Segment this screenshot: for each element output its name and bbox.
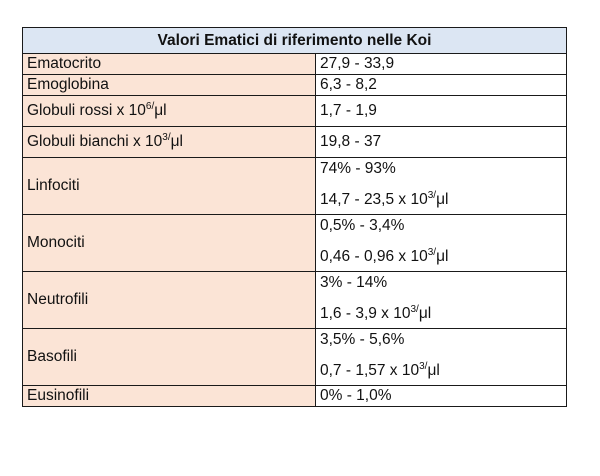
parameter-value: 3% - 14% 1,6 - 3,9 x 103/μl [314,271,568,329]
parameter-name: Ematocrito [22,53,316,75]
percent-range: 3% - 14% [320,274,388,291]
table-title: Valori Ematici di riferimento nelle Koi [21,27,568,54]
table-row-ematocrito: Ematocrito 27,9 - 33,9 [22,53,568,75]
unit-text: μl [170,133,183,150]
parameter-name: Eusinofili [22,385,316,407]
percent-range: 0,5% - 3,4% [320,217,405,234]
parameter-value: 0% - 1,0% [314,385,568,407]
table-row-eusinofili: Eusinofili 0% - 1,0% [22,385,568,407]
parameter-value: 6,3 - 8,2 [314,74,568,96]
percent-range: 74% - 93% [320,160,396,177]
table-row-monociti: Monociti 0,5% - 3,4% 0,46 - 0,96 x 103/μ… [22,214,568,272]
parameter-value: 3,5% - 5,6% 0,7 - 1,57 x 103/μl [314,328,568,386]
parameter-name: Monociti [22,214,316,272]
unit-text: μl [154,102,167,119]
parameter-name: Neutrofili [22,271,316,329]
exponent: 6/ [145,101,155,112]
percent-range: 3,5% - 5,6% [320,331,405,348]
parameter-name: Globuli rossi x 106/μl [22,95,316,127]
parameter-value: 27,9 - 33,9 [314,53,568,75]
absolute-range: 0,7 - 1,57 x 103/μl [320,361,440,380]
table-row-globuli-bianchi: Globuli bianchi x 103/μl 19,8 - 37 [22,126,568,158]
name-text: Globuli bianchi x 10 [27,133,163,150]
table-row-globuli-rossi: Globuli rossi x 106/μl 1,7 - 1,9 [22,95,568,127]
parameter-value: 0,5% - 3,4% 0,46 - 0,96 x 103/μl [314,214,568,272]
parameter-value: 74% - 93% 14,7 - 23,5 x 103/μl [314,157,568,215]
table-header-row: Valori Ematici di riferimento nelle Koi [21,27,568,54]
exponent: 3/ [162,132,171,143]
parameter-name: Basofili [22,328,316,386]
absolute-range: 1,6 - 3,9 x 103/μl [320,304,432,323]
parameter-value: 19,8 - 37 [314,126,568,158]
parameter-name: Emoglobina [22,74,316,96]
parameter-name: Globuli bianchi x 103/μl [22,126,316,158]
table-row-linfociti: Linfociti 74% - 93% 14,7 - 23,5 x 103/μl [22,157,568,215]
absolute-range: 14,7 - 23,5 x 103/μl [320,190,449,209]
parameter-name: Linfociti [22,157,316,215]
parameter-value: 1,7 - 1,9 [314,95,568,127]
table-row-basofili: Basofili 3,5% - 5,6% 0,7 - 1,57 x 103/μl [22,328,568,386]
table-row-neutrofili: Neutrofili 3% - 14% 1,6 - 3,9 x 103/μl [22,271,568,329]
name-text: Globuli rossi x 10 [27,102,146,119]
reference-values-table: Valori Ematici di riferimento nelle Koi … [21,27,568,407]
absolute-range: 0,46 - 0,96 x 103/μl [320,247,449,266]
table-row-emoglobina: Emoglobina 6,3 - 8,2 [22,74,568,96]
